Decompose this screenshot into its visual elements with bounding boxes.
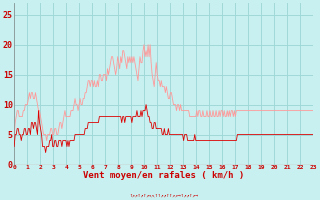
Text: ↑↗↗↑↗↑↗↖↖↑↑↗↗↑↑↗↗→↑↗↗↑↗→: ↑↗↗↑↗↑↗↖↖↑↑↗↗↑↑↗↗→↑↗↗↑↗→ <box>129 194 198 199</box>
X-axis label: Vent moyen/en rafales ( km/h ): Vent moyen/en rafales ( km/h ) <box>83 171 244 180</box>
